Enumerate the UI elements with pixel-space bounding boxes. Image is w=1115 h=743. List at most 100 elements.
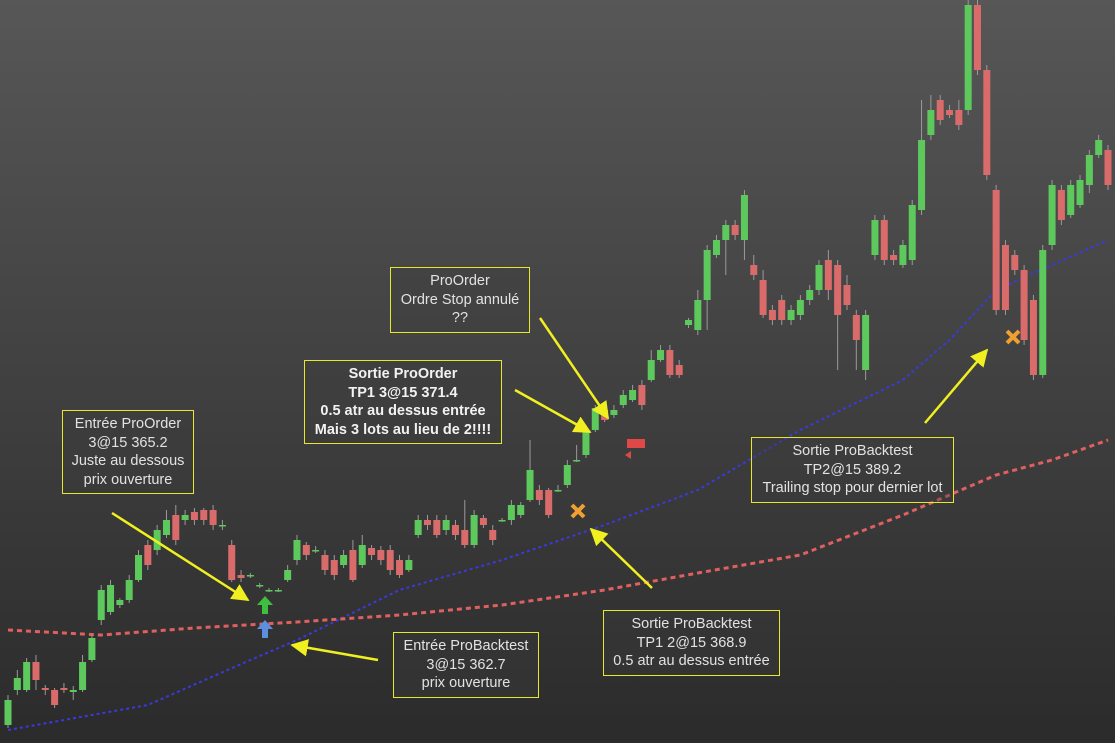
candle-body	[489, 530, 497, 540]
arrow	[290, 639, 379, 662]
candle-body	[1067, 185, 1075, 215]
candle-body	[349, 550, 357, 580]
candle-body	[675, 365, 683, 375]
candle-body	[722, 225, 730, 240]
candle-body	[507, 505, 515, 520]
candle-body	[694, 300, 702, 330]
annotation-box: Entrée ProOrder 3@15 365.2 Juste au dessou…	[62, 410, 194, 494]
candle-body	[312, 550, 320, 552]
candle-body	[69, 690, 77, 692]
candle-body	[1011, 255, 1019, 270]
candle-body	[284, 570, 292, 580]
candle-body	[479, 518, 487, 525]
candle-body	[535, 490, 543, 500]
annotation-text: TP1 3@15 371.4	[348, 384, 458, 401]
candle-body	[666, 350, 674, 375]
annotation-box: Sortie ProBacktest TP2@15 389.2 Trailing s…	[751, 437, 954, 503]
candle-body	[880, 220, 888, 260]
exit-marker	[1005, 329, 1021, 345]
annotation-text: Sortie ProBacktest	[792, 443, 913, 459]
annotation-box: Sortie ProBacktest TP1 2@15 368.9 0.5 atr …	[603, 610, 780, 676]
candle-body	[237, 575, 245, 578]
candle-body	[526, 470, 534, 500]
candle-body	[1095, 140, 1103, 155]
arrow	[111, 511, 250, 602]
candle-body	[657, 350, 665, 360]
candle-body	[591, 408, 599, 430]
candle-body	[265, 590, 273, 592]
candle-body	[386, 550, 394, 570]
candle-body	[787, 310, 795, 320]
candle-body	[759, 280, 767, 315]
trade-markers	[257, 329, 1021, 638]
candle-body	[946, 110, 954, 115]
candle-body	[619, 395, 627, 405]
moving-average-line	[7, 438, 1109, 637]
candle-body	[1048, 185, 1056, 245]
annotation-text: 3@15 362.7	[426, 656, 506, 673]
candle-body	[97, 590, 105, 620]
candle-body	[274, 590, 282, 592]
candle-body	[973, 5, 981, 70]
candle-body	[862, 315, 870, 370]
annotation-box: ProOrder Ordre Stop annulé??	[390, 267, 530, 333]
annotation-text: Juste au dessous	[71, 453, 185, 469]
candle-body	[125, 580, 133, 600]
annotation-text: ProOrder	[430, 273, 490, 289]
candle-body	[451, 525, 459, 535]
candle-body	[498, 520, 506, 522]
candle-body	[172, 515, 180, 540]
candle-body	[815, 265, 823, 290]
candle-body	[13, 678, 21, 690]
candle-body	[806, 290, 814, 300]
candle-body	[302, 545, 310, 555]
candle-body	[647, 360, 655, 380]
arrow	[538, 317, 610, 420]
candle-body	[740, 195, 748, 240]
candle-body	[433, 520, 441, 535]
candle-body	[731, 225, 739, 235]
candle-body	[321, 555, 329, 570]
candle-body	[573, 460, 581, 462]
candle-body	[293, 540, 301, 560]
candle-body	[181, 515, 189, 520]
candle-body	[1020, 270, 1028, 340]
candle-body	[135, 555, 143, 580]
arrow	[589, 527, 653, 589]
candle-body	[1029, 300, 1037, 375]
annotation-text: Sortie ProOrder	[348, 366, 458, 382]
annotation-arrows	[111, 317, 989, 662]
candle-body	[554, 490, 562, 492]
candle-body	[824, 260, 832, 290]
candle-body	[1001, 245, 1009, 310]
candle-body	[23, 662, 31, 690]
candle-body	[712, 240, 720, 255]
annotation-text: Trailing stop pour dernier lot	[762, 480, 943, 496]
candle-body	[4, 700, 12, 725]
candle-body	[1039, 250, 1047, 375]
candle-body	[582, 430, 590, 455]
candle-body	[890, 255, 898, 260]
annotation-text: TP1 2@15 368.9	[636, 634, 747, 651]
candle-body	[964, 5, 972, 110]
annotation-text: prix ouverture	[83, 471, 173, 488]
annotation-text: Entrée ProOrder	[74, 416, 182, 432]
annotation-text: Ordre Stop annulé	[400, 291, 520, 308]
candle-body	[955, 110, 963, 125]
candle-body	[983, 70, 991, 175]
arrow	[924, 348, 989, 424]
candle-body	[703, 250, 711, 300]
candle-body	[1076, 180, 1084, 205]
annotation-text: prix ouverture	[421, 675, 511, 691]
candle-body	[442, 520, 450, 530]
candle-body	[358, 545, 366, 565]
candle-body	[768, 310, 776, 320]
candle-body	[405, 560, 413, 570]
candle-body	[116, 600, 124, 605]
candle-body	[209, 510, 217, 525]
candle-body	[852, 315, 860, 340]
candle-body	[927, 110, 935, 135]
annotation-text: ??	[451, 310, 469, 326]
candle-body	[750, 265, 758, 275]
